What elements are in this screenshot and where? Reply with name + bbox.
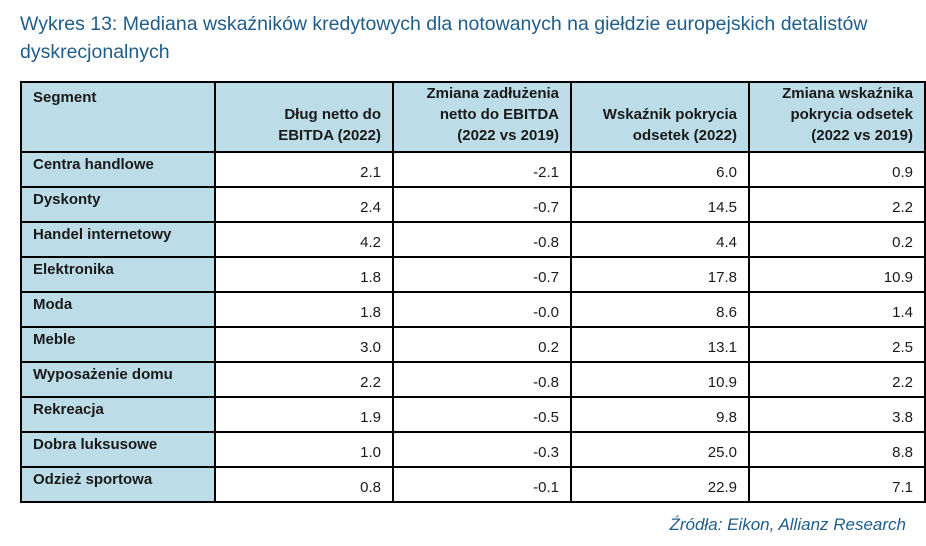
value-cell: 3.0 [214, 326, 394, 363]
value-cell: -0.5 [392, 396, 572, 433]
value-cell: 25.0 [570, 431, 750, 468]
value-cell: 1.4 [748, 291, 926, 328]
source-note: Źródła: Eikon, Allianz Research [669, 515, 906, 534]
table-row: Odzież sportowa 0.8 -0.1 22.9 7.1 [20, 466, 926, 503]
value-cell: -0.7 [392, 256, 572, 293]
segment-cell: Dobra luksusowe [20, 431, 216, 468]
segment-cell: Handel internetowy [20, 221, 216, 258]
column-header-segment: Segment [20, 81, 216, 153]
value-cell: 14.5 [570, 186, 750, 223]
segment-cell: Elektronika [20, 256, 216, 293]
column-header-net-debt-ebitda-change: Zmiana zadłużenia netto do EBITDA (2022 … [392, 81, 572, 153]
value-cell: -0.0 [392, 291, 572, 328]
table-row: Meble 3.0 0.2 13.1 2.5 [20, 326, 926, 363]
value-cell: 0.9 [748, 151, 926, 188]
segment-cell: Wyposażenie domu [20, 361, 216, 398]
table-header-row: Segment Dług netto do EBITDA (2022) Zmia… [20, 81, 926, 153]
value-cell: -0.1 [392, 466, 572, 503]
value-cell: 1.0 [214, 431, 394, 468]
table-row: Dyskonty 2.4 -0.7 14.5 2.2 [20, 186, 926, 223]
column-header-interest-coverage-change: Zmiana wskaźnika pokrycia odsetek (2022 … [748, 81, 926, 153]
table-row: Centra handlowe 2.1 -2.1 6.0 0.9 [20, 151, 926, 188]
value-cell: 13.1 [570, 326, 750, 363]
value-cell: 0.2 [748, 221, 926, 258]
value-cell: 8.8 [748, 431, 926, 468]
segment-cell: Dyskonty [20, 186, 216, 223]
column-header-interest-coverage: Wskaźnik pokrycia odsetek (2022) [570, 81, 750, 153]
value-cell: -2.1 [392, 151, 572, 188]
value-cell: 2.1 [214, 151, 394, 188]
credit-metrics-table: Segment Dług netto do EBITDA (2022) Zmia… [20, 81, 926, 503]
value-cell: 2.5 [748, 326, 926, 363]
segment-cell: Moda [20, 291, 216, 328]
table-row: Moda 1.8 -0.0 8.6 1.4 [20, 291, 926, 328]
value-cell: 3.8 [748, 396, 926, 433]
value-cell: 2.2 [748, 361, 926, 398]
value-cell: 4.4 [570, 221, 750, 258]
table-row: Wyposażenie domu 2.2 -0.8 10.9 2.2 [20, 361, 926, 398]
value-cell: -0.8 [392, 361, 572, 398]
segment-cell: Odzież sportowa [20, 466, 216, 503]
segment-cell: Centra handlowe [20, 151, 216, 188]
value-cell: 9.8 [570, 396, 750, 433]
value-cell: -0.8 [392, 221, 572, 258]
value-cell: 22.9 [570, 466, 750, 503]
value-cell: 2.2 [214, 361, 394, 398]
value-cell: 6.0 [570, 151, 750, 188]
value-cell: 0.8 [214, 466, 394, 503]
value-cell: 4.2 [214, 221, 394, 258]
value-cell: 10.9 [748, 256, 926, 293]
figure-title: Wykres 13: Mediana wskaźników kredytowyc… [20, 13, 868, 63]
value-cell: -0.7 [392, 186, 572, 223]
column-header-net-debt-ebitda: Dług netto do EBITDA (2022) [214, 81, 394, 153]
table-row: Rekreacja 1.9 -0.5 9.8 3.8 [20, 396, 926, 433]
value-cell: 1.9 [214, 396, 394, 433]
table-row: Handel internetowy 4.2 -0.8 4.4 0.2 [20, 221, 926, 258]
table-row: Dobra luksusowe 1.0 -0.3 25.0 8.8 [20, 431, 926, 468]
value-cell: 10.9 [570, 361, 750, 398]
value-cell: 7.1 [748, 466, 926, 503]
segment-cell: Meble [20, 326, 216, 363]
value-cell: -0.3 [392, 431, 572, 468]
value-cell: 1.8 [214, 256, 394, 293]
value-cell: 1.8 [214, 291, 394, 328]
value-cell: 2.2 [748, 186, 926, 223]
table-row: Elektronika 1.8 -0.7 17.8 10.9 [20, 256, 926, 293]
value-cell: 2.4 [214, 186, 394, 223]
value-cell: 8.6 [570, 291, 750, 328]
value-cell: 17.8 [570, 256, 750, 293]
value-cell: 0.2 [392, 326, 572, 363]
segment-cell: Rekreacja [20, 396, 216, 433]
